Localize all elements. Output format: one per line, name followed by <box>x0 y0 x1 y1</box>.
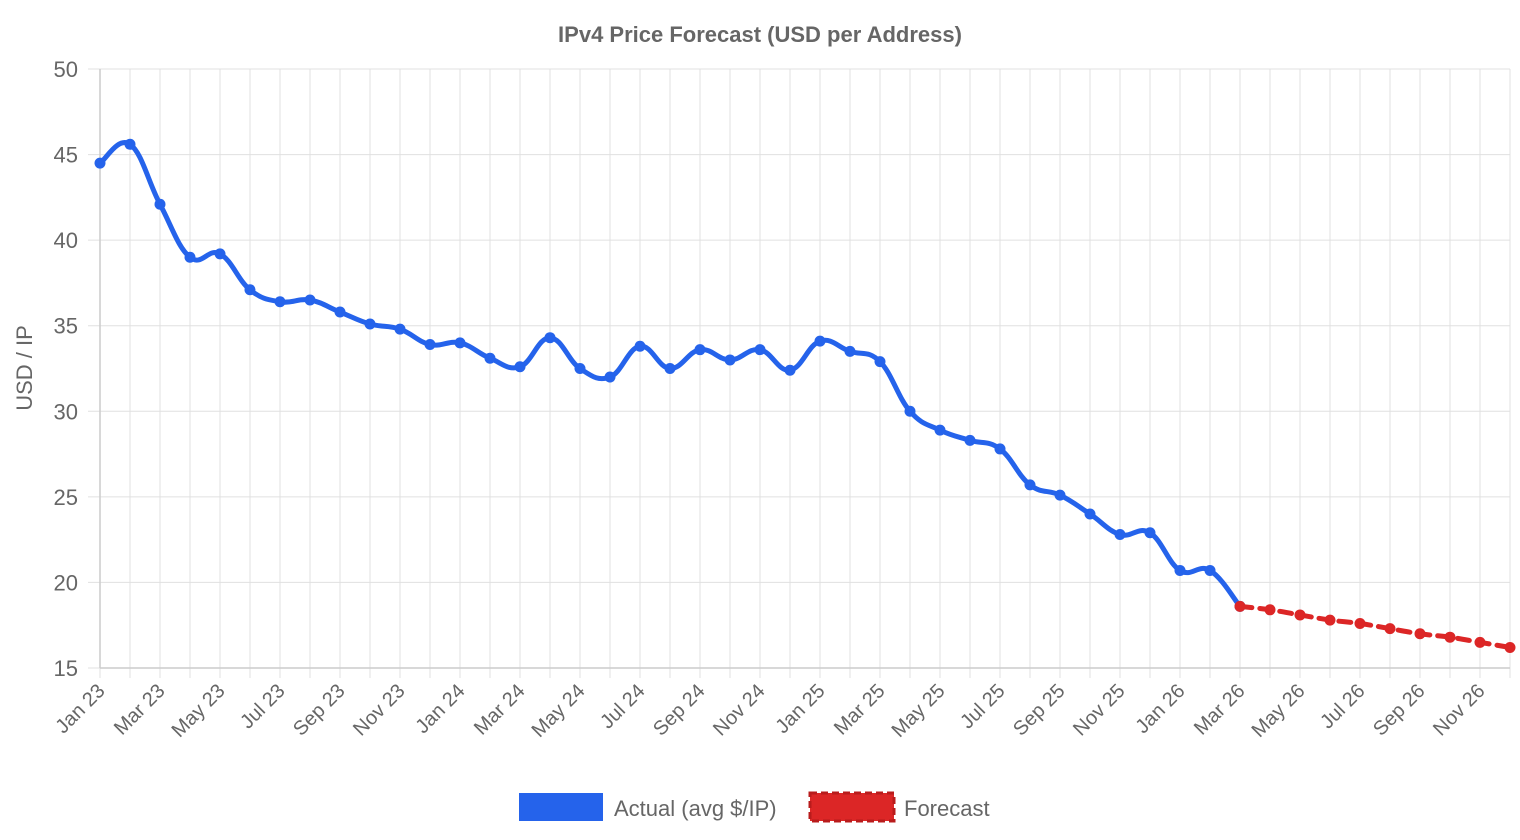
data-point <box>124 138 136 150</box>
data-point <box>784 364 796 376</box>
data-point <box>994 443 1006 455</box>
data-point <box>634 340 646 352</box>
grid <box>88 68 1511 678</box>
y-tick-label: 25 <box>54 485 78 510</box>
legend[interactable]: Actual (avg $/IP) Forecast <box>519 791 990 823</box>
x-tick-label: Mar 25 <box>830 680 890 740</box>
data-point <box>334 306 346 318</box>
data-point <box>1084 508 1096 520</box>
data-point <box>1264 604 1276 616</box>
data-point <box>1114 529 1126 541</box>
x-tick-label: Sep 25 <box>1009 680 1069 740</box>
x-tick-label: Jul 26 <box>1316 680 1369 733</box>
series-forecast <box>1234 600 1516 653</box>
data-point <box>394 323 406 335</box>
x-tick-label: Nov 24 <box>709 680 769 740</box>
data-point <box>1324 614 1336 626</box>
x-tick-label: Mar 26 <box>1190 680 1250 740</box>
data-point <box>1294 609 1306 621</box>
y-tick-label: 40 <box>54 228 78 253</box>
data-point <box>244 284 256 296</box>
y-axis-label: USD / IP <box>12 325 37 411</box>
data-point <box>694 344 706 356</box>
x-tick-label: Nov 26 <box>1429 680 1489 740</box>
data-point <box>874 356 886 368</box>
data-point <box>184 251 196 263</box>
data-point <box>1054 489 1066 501</box>
legend-swatch <box>808 791 896 823</box>
series-line <box>1237 603 1513 650</box>
data-point <box>1204 564 1216 576</box>
x-tick-label: May 23 <box>168 680 230 742</box>
data-point <box>1474 636 1486 648</box>
x-tick-label: Jul 23 <box>236 680 289 733</box>
data-point <box>1414 628 1426 640</box>
y-tick-label: 15 <box>54 656 78 681</box>
data-point <box>1354 618 1366 630</box>
x-tick-label: May 24 <box>528 680 590 742</box>
data-point <box>814 335 826 347</box>
x-tick-label: Jan 26 <box>1132 680 1190 738</box>
data-point <box>1384 623 1396 635</box>
data-point <box>514 361 526 373</box>
data-point <box>1444 631 1456 643</box>
x-tick-label: Sep 24 <box>649 680 709 740</box>
data-point <box>724 354 736 366</box>
x-tick-label: Nov 23 <box>349 680 409 740</box>
legend-label: Forecast <box>904 796 990 821</box>
x-tick-label: Mar 23 <box>110 680 170 740</box>
x-tick-label: Nov 25 <box>1069 680 1129 740</box>
data-point <box>904 405 916 417</box>
data-point <box>544 332 556 344</box>
x-tick-label: Sep 26 <box>1369 680 1429 740</box>
x-tick-label: May 26 <box>1248 680 1310 742</box>
data-point <box>1234 600 1246 612</box>
x-tick-label: Jul 24 <box>596 680 649 733</box>
data-point <box>844 345 856 357</box>
data-point <box>424 339 436 351</box>
data-point <box>484 352 496 364</box>
data-point <box>664 363 676 374</box>
chart-title: IPv4 Price Forecast (USD per Address) <box>558 22 962 47</box>
data-point <box>1024 479 1036 491</box>
data-point <box>754 344 766 356</box>
legend-item-forecast[interactable]: Forecast <box>808 791 990 823</box>
legend-item-actual[interactable]: Actual (avg $/IP) <box>519 793 777 821</box>
data-point <box>154 198 166 210</box>
legend-swatch <box>519 793 603 821</box>
x-tick-label: Jan 25 <box>772 680 830 738</box>
data-point <box>304 294 316 306</box>
x-tick-label: Jan 24 <box>412 680 470 738</box>
x-tick-label: May 25 <box>888 680 950 742</box>
x-tick-label: Sep 23 <box>289 680 349 740</box>
data-point <box>214 248 226 260</box>
y-tick-label: 20 <box>54 570 78 595</box>
x-tick-label: Jan 23 <box>52 680 110 738</box>
data-point <box>1174 564 1186 576</box>
data-point <box>604 371 616 383</box>
y-tick-label: 30 <box>54 399 78 424</box>
series <box>94 138 1516 653</box>
data-point <box>364 318 376 330</box>
x-tick-label: Mar 24 <box>470 680 530 740</box>
data-point <box>274 296 286 308</box>
data-point <box>454 337 466 349</box>
data-point <box>574 363 586 374</box>
data-point <box>934 424 946 436</box>
y-tick-label: 35 <box>54 314 78 339</box>
data-point <box>94 157 106 169</box>
data-point <box>1144 527 1156 539</box>
data-point <box>964 434 976 446</box>
data-point <box>1504 641 1516 653</box>
y-tick-label: 45 <box>54 143 78 168</box>
x-tick-label: Jul 25 <box>956 680 1009 733</box>
legend-label: Actual (avg $/IP) <box>614 796 777 821</box>
y-tick-label: 50 <box>54 57 78 82</box>
